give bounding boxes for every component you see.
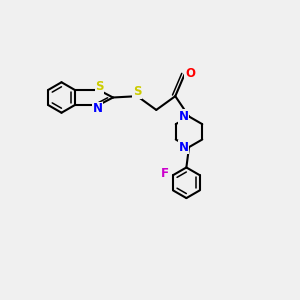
Text: N: N: [93, 102, 103, 115]
Text: O: O: [185, 67, 195, 80]
Text: N: N: [178, 141, 189, 154]
Text: F: F: [161, 167, 169, 180]
Text: S: S: [133, 85, 142, 98]
Text: N: N: [178, 110, 189, 123]
Text: S: S: [95, 80, 103, 93]
